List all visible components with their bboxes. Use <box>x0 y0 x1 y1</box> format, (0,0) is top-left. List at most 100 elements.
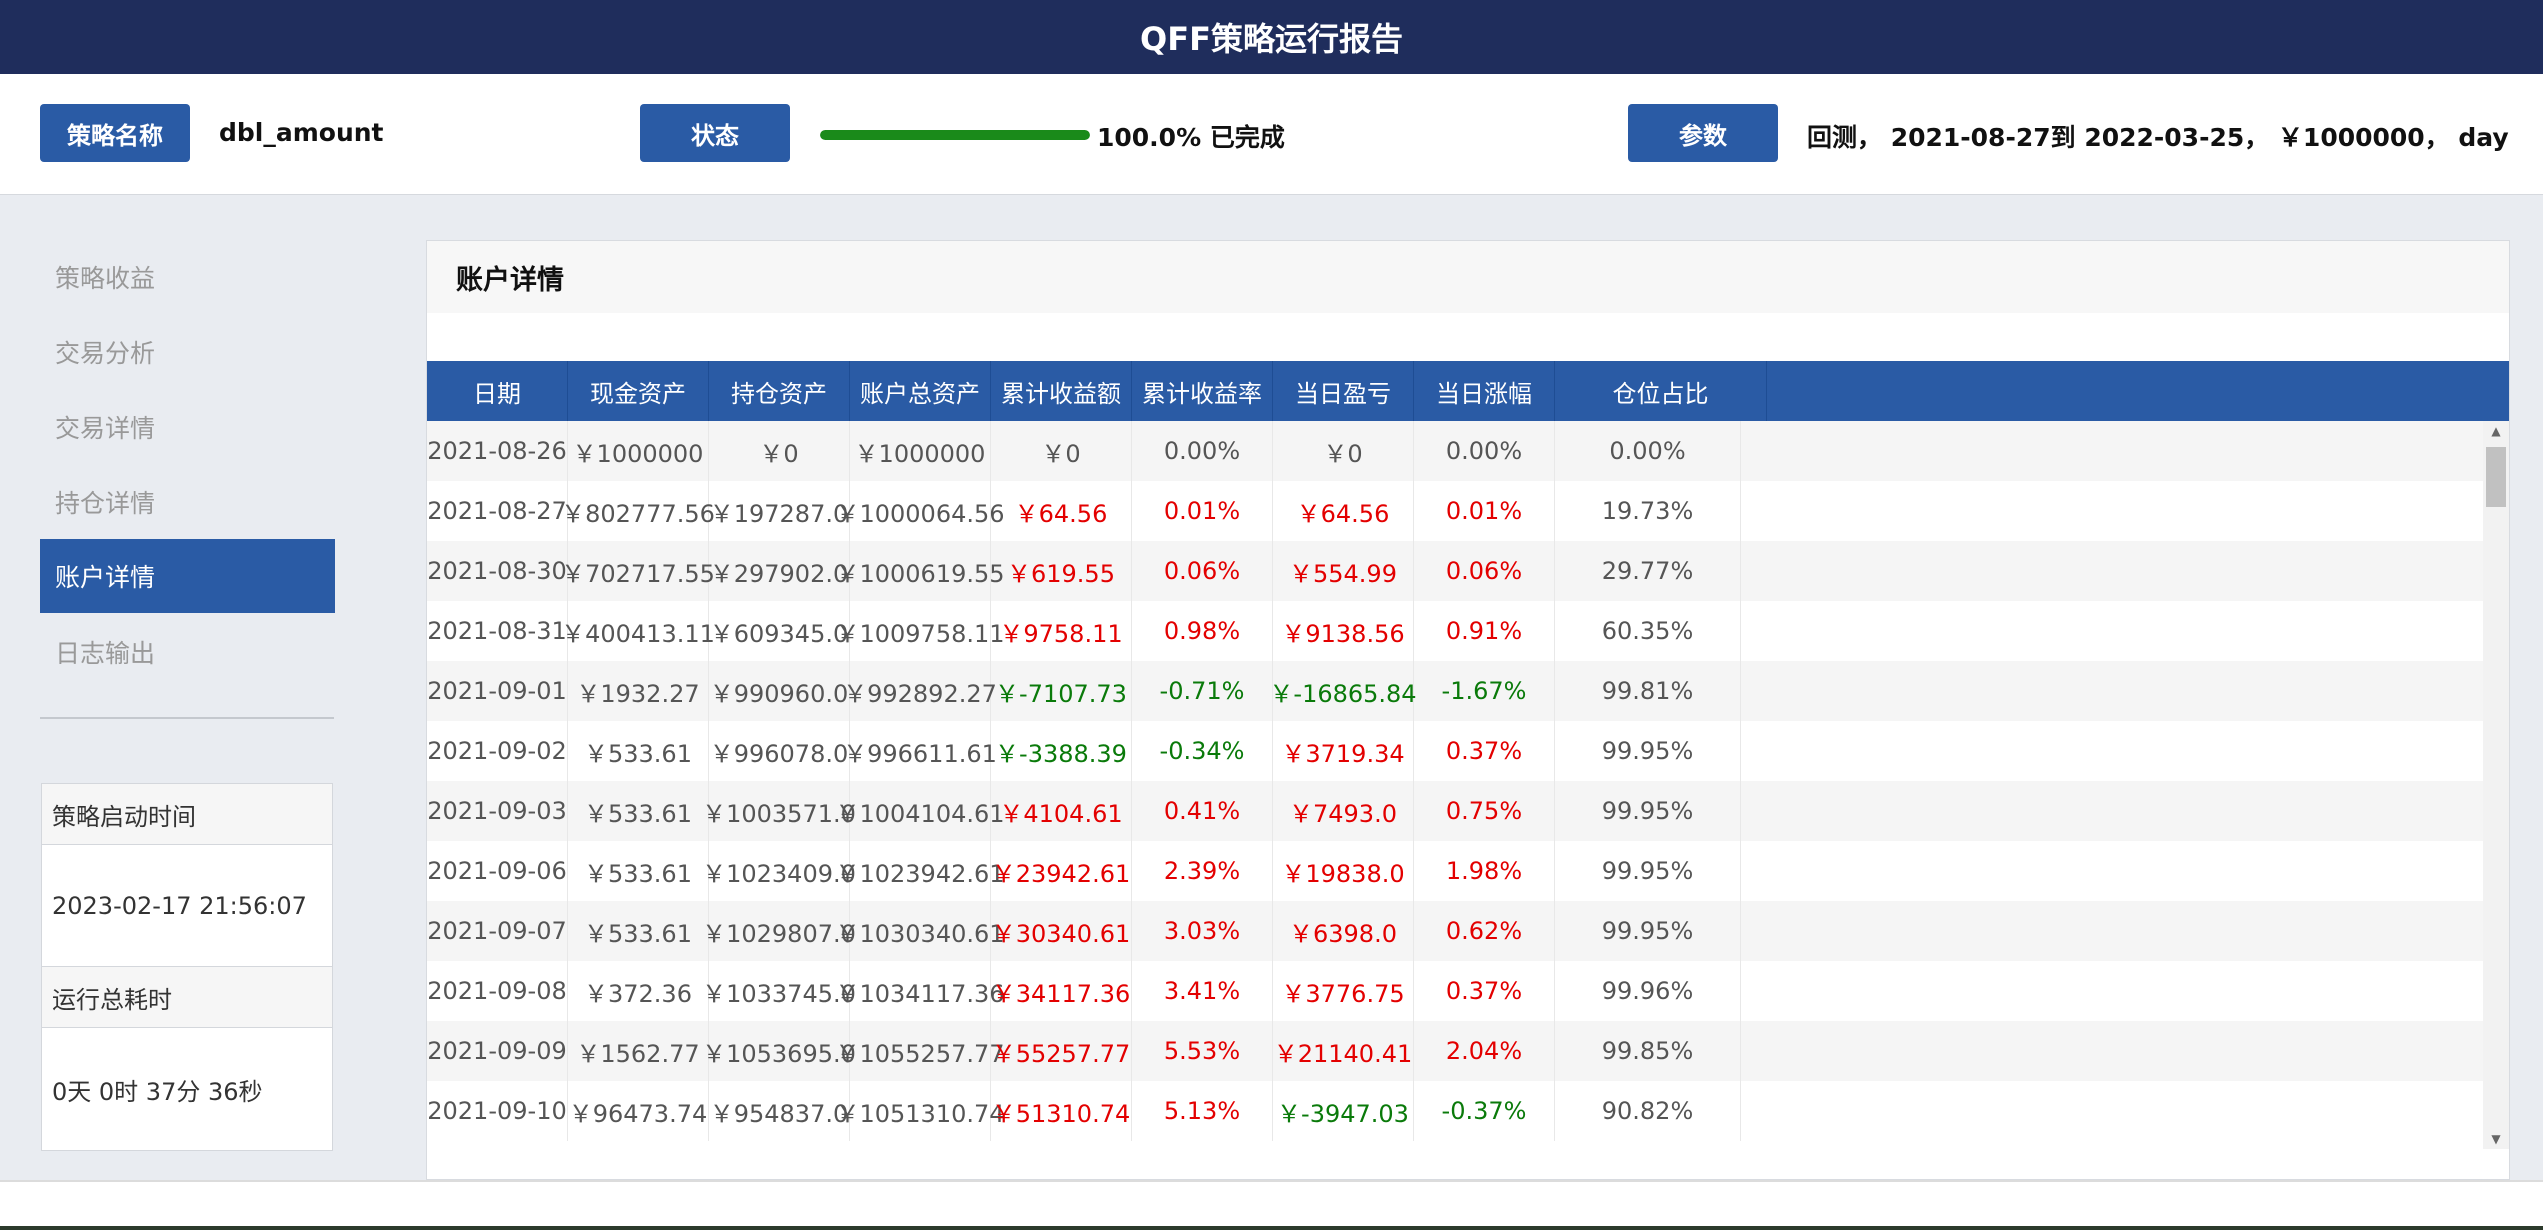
duration-label: 运行总耗时 <box>42 967 332 1028</box>
table-body[interactable]: 2021-08-26 ￥1000000 ￥0 ￥1000000 ￥0 0.00% ￥0 0.0… <box>427 421 2483 1149</box>
sidebar-item-account-details[interactable]: 账户详情 <box>40 539 335 613</box>
sidebar-item-trade-details[interactable]: 交易详情 <box>55 414 156 443</box>
cell-daily-pnl: ￥9138.56 <box>1273 601 1414 661</box>
cell-date: 2021-08-27 <box>427 481 568 541</box>
table-row[interactable]: 2021-09-10 ￥96473.74 ￥954837.0 ￥1051310.74 ￥… <box>427 1081 2483 1141</box>
duration-box: 运行总耗时 0天 0时 37分 36秒 <box>41 966 333 1151</box>
cell-cash: ￥533.61 <box>568 901 709 961</box>
column-header-date: 日期 <box>427 361 568 421</box>
cell-cum-return-rate: 5.13% <box>1132 1081 1273 1141</box>
cell-date: 2021-09-07 <box>427 901 568 961</box>
table-row[interactable]: 2021-09-02 ￥533.61 ￥996078.0 ￥996611.61 ￥-33… <box>427 721 2483 781</box>
cell-date: 2021-08-31 <box>427 601 568 661</box>
cell-cum-return: ￥55257.77 <box>991 1021 1132 1081</box>
cell-cash: ￥702717.55 <box>561 541 715 601</box>
column-header-holdings: 持仓资产 <box>709 361 850 421</box>
cell-holdings: ￥1023409.0 <box>702 841 856 901</box>
cell-position-ratio: 0.00% <box>1555 421 1741 481</box>
cell-total-assets: ￥1009758.11 <box>835 601 1005 661</box>
sidebar-item-strategy-returns[interactable]: 策略收益 <box>55 264 156 293</box>
sidebar-item-trade-analysis[interactable]: 交易分析 <box>55 339 156 368</box>
account-details-panel: 账户详情 日期 现金资产 持仓资产 账户总资产 累计收益额 累计收益率 当日盈亏 当日涨幅 仓位… <box>426 240 2510 1180</box>
cell-daily-pnl: ￥6398.0 <box>1273 901 1414 961</box>
scrollbar-thumb[interactable] <box>2486 447 2506 507</box>
params-label: 参数 <box>1628 104 1778 162</box>
cell-daily-change: 0.62% <box>1414 901 1555 961</box>
cell-daily-pnl: ￥7493.0 <box>1273 781 1414 841</box>
cell-daily-change: 0.75% <box>1414 781 1555 841</box>
duration-value: 0天 0时 37分 36秒 <box>52 1077 263 1106</box>
cell-cum-return: ￥23942.61 <box>991 841 1132 901</box>
cell-position-ratio: 60.35% <box>1555 601 1741 661</box>
info-bar: 策略名称 dbl_amount 状态 100.0% 已完成 参数 回测， 202… <box>0 74 2543 195</box>
cell-daily-change: 0.06% <box>1414 541 1555 601</box>
cell-date: 2021-09-01 <box>427 661 568 721</box>
table-row[interactable]: 2021-09-08 ￥372.36 ￥1033745.0 ￥1034117.36 ￥3… <box>427 961 2483 1021</box>
start-time-box: 策略启动时间 2023-02-17 21:56:07 <box>41 783 333 968</box>
progress-bar-fill <box>820 130 1090 140</box>
table-row[interactable]: 2021-09-06 ￥533.61 ￥1023409.0 ￥1023942.61 ￥2… <box>427 841 2483 901</box>
column-header-total-assets: 账户总资产 <box>850 361 991 421</box>
cell-position-ratio: 99.95% <box>1555 841 1741 901</box>
table-row[interactable]: 2021-08-27 ￥802777.56 ￥197287.0 ￥1000064.56… <box>427 481 2483 541</box>
cell-total-assets: ￥1034117.36 <box>835 961 1005 1021</box>
cell-cum-return: ￥-3388.39 <box>991 721 1132 781</box>
strategy-name-label: 策略名称 <box>40 104 190 162</box>
cell-cash: ￥802777.56 <box>561 481 715 541</box>
cell-position-ratio: 90.82% <box>1555 1081 1741 1141</box>
cell-daily-pnl: ￥3776.75 <box>1273 961 1414 1021</box>
scroll-up-arrow-icon[interactable]: ▲ <box>2491 424 2501 438</box>
start-time-value: 2023-02-17 21:56:07 <box>52 892 307 920</box>
cell-cum-return-rate: 0.01% <box>1132 481 1273 541</box>
strategy-name-value: dbl_amount <box>219 118 384 147</box>
cell-holdings: ￥609345.0 <box>709 601 850 661</box>
cell-cum-return-rate: 3.41% <box>1132 961 1273 1021</box>
cell-holdings: ￥996078.0 <box>709 721 850 781</box>
cell-total-assets: ￥1030340.61 <box>835 901 1005 961</box>
cell-cum-return-rate: -0.34% <box>1132 721 1273 781</box>
cell-holdings: ￥954837.0 <box>709 1081 850 1141</box>
cell-daily-pnl: ￥554.99 <box>1273 541 1414 601</box>
table-row[interactable]: 2021-08-31 ￥400413.11 ￥609345.0 ￥1009758.11… <box>427 601 2483 661</box>
cell-holdings: ￥197287.0 <box>709 481 850 541</box>
progress-bar <box>820 130 1090 140</box>
cell-holdings: ￥1053695.0 <box>702 1021 856 1081</box>
params-value: 回测， 2021-08-27到 2022-03-25， ￥1000000， da… <box>1807 123 2509 152</box>
cell-daily-pnl: ￥0 <box>1273 421 1414 481</box>
cell-date: 2021-08-30 <box>427 541 568 601</box>
table-row[interactable]: 2021-08-30 ￥702717.55 ￥297902.0 ￥1000619.55… <box>427 541 2483 601</box>
cell-cum-return: ￥30340.61 <box>991 901 1132 961</box>
sidebar-item-log-output[interactable]: 日志输出 <box>55 639 156 668</box>
scroll-down-arrow-icon[interactable]: ▼ <box>2491 1132 2501 1146</box>
progress-text: 100.0% 已完成 <box>1097 123 1285 152</box>
column-header-cash: 现金资产 <box>568 361 709 421</box>
cell-position-ratio: 19.73% <box>1555 481 1741 541</box>
cell-cum-return: ￥619.55 <box>991 541 1132 601</box>
cell-daily-change: 2.04% <box>1414 1021 1555 1081</box>
table-row[interactable]: 2021-09-09 ￥1562.77 ￥1053695.0 ￥1055257.77 ￥… <box>427 1021 2483 1081</box>
table-row[interactable]: 2021-08-26 ￥1000000 ￥0 ￥1000000 ￥0 0.00% ￥0 0.0… <box>427 421 2483 481</box>
cell-daily-change: 0.37% <box>1414 721 1555 781</box>
cell-holdings: ￥1003571.0 <box>702 781 856 841</box>
cell-position-ratio: 99.81% <box>1555 661 1741 721</box>
table-scrollbar[interactable]: ▲ ▼ <box>2483 421 2509 1149</box>
table-row[interactable]: 2021-09-01 ￥1932.27 ￥990960.0 ￥992892.27 ￥-7… <box>427 661 2483 721</box>
sidebar-item-position-details[interactable]: 持仓详情 <box>55 489 156 518</box>
table-row[interactable]: 2021-09-03 ￥533.61 ￥1003571.0 ￥1004104.61 ￥4… <box>427 781 2483 841</box>
cell-cum-return: ￥4104.61 <box>991 781 1132 841</box>
cell-cum-return-rate: 0.00% <box>1132 421 1273 481</box>
cell-cum-return-rate: -0.71% <box>1132 661 1273 721</box>
cell-date: 2021-09-10 <box>427 1081 568 1141</box>
table-row[interactable]: 2021-09-07 ￥533.61 ￥1029807.0 ￥1030340.61 ￥3… <box>427 901 2483 961</box>
cell-total-assets: ￥1004104.61 <box>835 781 1005 841</box>
table-header: 日期 现金资产 持仓资产 账户总资产 累计收益额 累计收益率 当日盈亏 当日涨幅 仓位占比 <box>427 361 2509 421</box>
bottom-strip <box>0 1180 2543 1230</box>
cell-date: 2021-09-09 <box>427 1021 568 1081</box>
column-header-daily-change: 当日涨幅 <box>1414 361 1555 421</box>
cell-daily-change: 0.91% <box>1414 601 1555 661</box>
cell-cash: ￥533.61 <box>568 721 709 781</box>
cell-cum-return-rate: 0.98% <box>1132 601 1273 661</box>
report-title-bar: QFF策略运行报告 <box>0 0 2543 74</box>
cell-total-assets: ￥996611.61 <box>843 721 997 781</box>
column-header-position-ratio: 仓位占比 <box>1555 361 1767 421</box>
